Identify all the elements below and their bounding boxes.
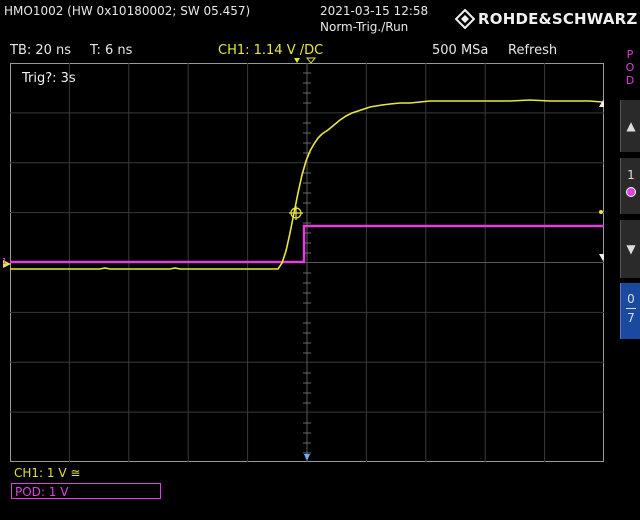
svg-text:1: 1: [2, 257, 7, 266]
ch1-footer-label[interactable]: CH1: 1 V ≅: [14, 466, 81, 480]
scroll-down-button[interactable]: ▼: [620, 220, 640, 278]
sample-rate: 500 MSa: [432, 43, 489, 58]
ch1-trace: [10, 99, 603, 270]
brand-logo: ROHDE&SCHWARZ: [455, 8, 638, 30]
pod-vertical-label: P O D: [622, 48, 638, 87]
graticule: [10, 63, 604, 462]
ch1-offscreen-down-icon: [599, 254, 604, 261]
range-end: 7: [627, 311, 635, 325]
pod-label-char: P: [626, 48, 634, 61]
trigger-position-marker: [294, 57, 317, 64]
trigger-time-marker-icon: [304, 454, 310, 461]
trigger-time[interactable]: T: 6 ns: [90, 43, 133, 58]
ch1-offscreen-up-icon: [599, 100, 604, 107]
trigger-point-marker: [289, 206, 303, 220]
pod-footer-label: POD: 1 V: [15, 485, 69, 499]
ch1-setting[interactable]: CH1: 1.14 V /DC: [218, 43, 324, 58]
acquisition-refresh[interactable]: Refresh: [508, 43, 558, 58]
brand-name: ROHDE&SCHWARZ: [478, 10, 638, 28]
pod-channel-1-button[interactable]: 1: [620, 158, 640, 214]
pod-active-dot-icon: [626, 187, 636, 197]
pod-range-button[interactable]: 0 7: [620, 283, 640, 339]
header-bar: HMO1002 (HW 0x10180002; SW 05.457) 2021-…: [0, 0, 640, 40]
device-info: HMO1002 (HW 0x10180002; SW 05.457): [4, 4, 251, 18]
ch1-ground-marker[interactable]: 1: [2, 256, 14, 272]
channel-number: 1: [627, 168, 635, 182]
acquisition-mode: Norm-Trig./Run: [320, 20, 409, 34]
timebase[interactable]: TB: 20 ns: [10, 43, 72, 58]
pod-label-char: O: [625, 61, 635, 74]
trigger-status: Trig?: 3s: [22, 71, 76, 86]
pod-bit-pattern: _ ____: [118, 485, 152, 499]
chevron-up-icon: ▲: [626, 119, 636, 133]
range-divider: [626, 308, 636, 309]
range-start: 0: [627, 292, 635, 306]
pod-trace: [10, 224, 604, 264]
waveform-display[interactable]: Trig?: 3s: [10, 63, 604, 462]
pod-label-char: D: [625, 74, 635, 87]
rs-diamond-icon: [455, 9, 475, 29]
chevron-down-icon: ▼: [626, 242, 636, 256]
scroll-up-button[interactable]: ▲: [620, 100, 640, 152]
trigger-level-dot: [599, 210, 603, 214]
pod-footer-box[interactable]: POD: 1 V _ ____: [11, 483, 161, 499]
datetime: 2021-03-15 12:58: [320, 4, 429, 18]
